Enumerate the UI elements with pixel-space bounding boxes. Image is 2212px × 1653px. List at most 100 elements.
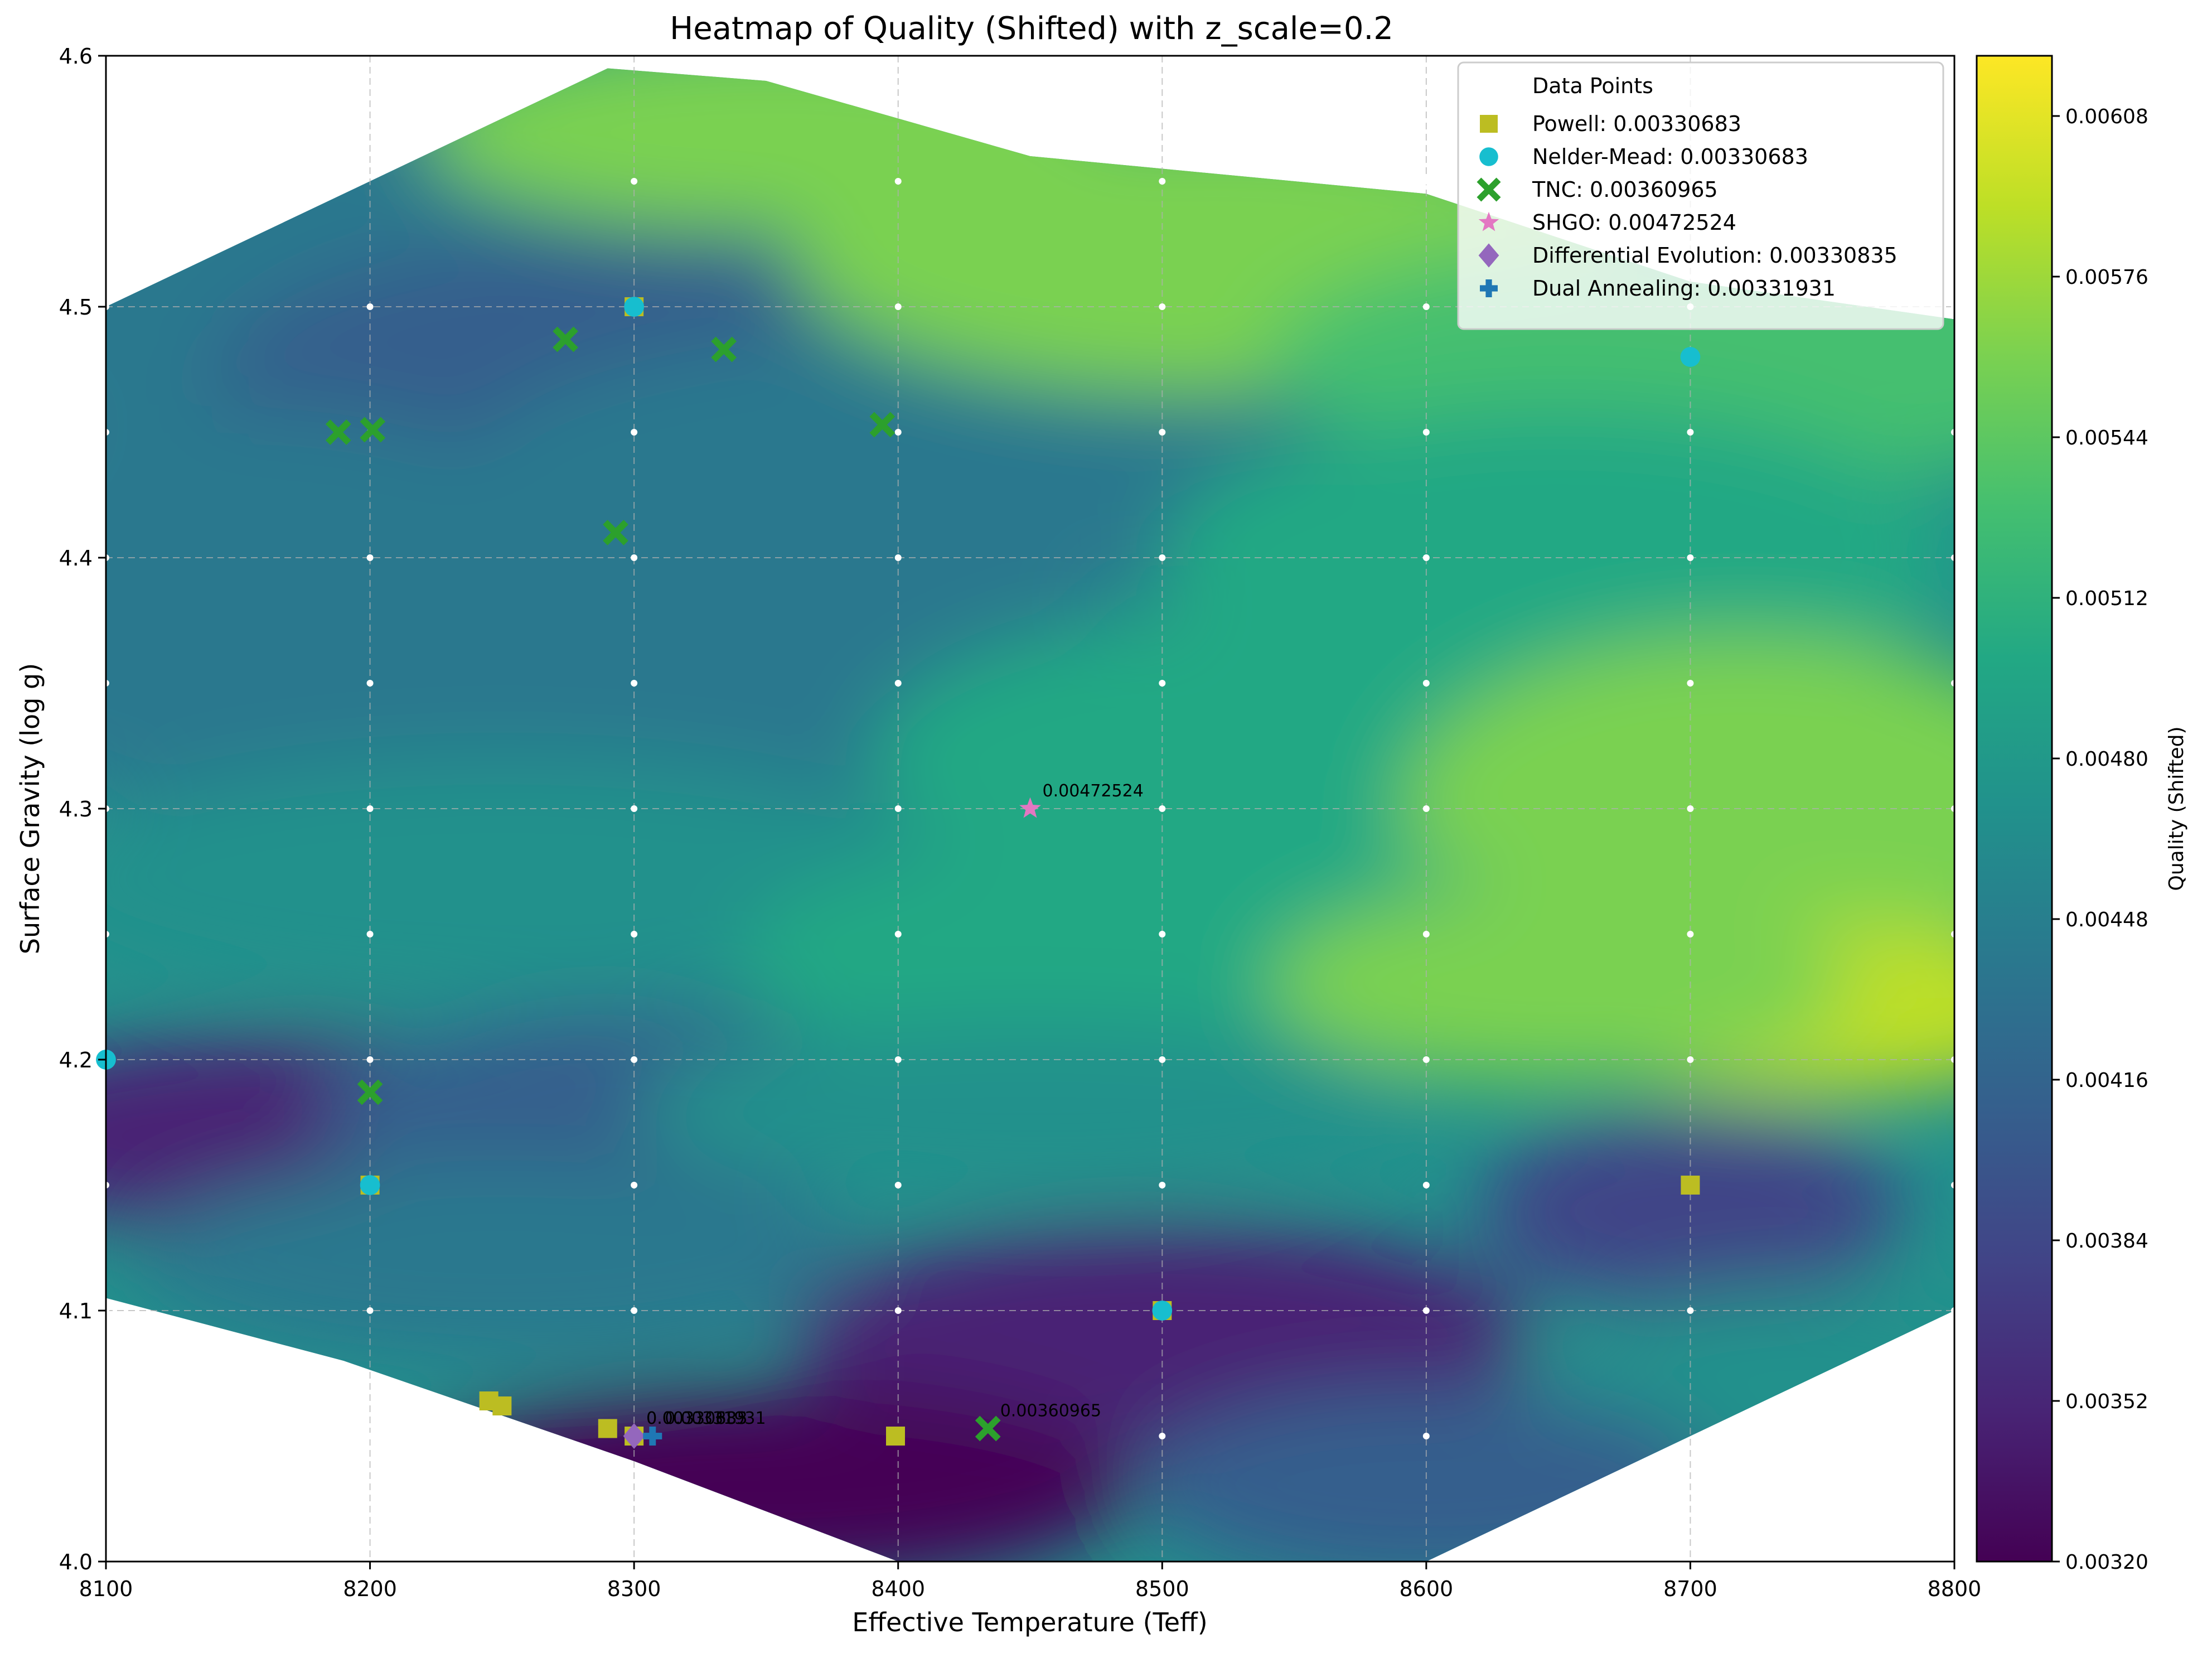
colorbar-tick-label: 0.00512 bbox=[2065, 587, 2148, 610]
annotation-label: 0.00360965 bbox=[1000, 1401, 1101, 1421]
sample-dot bbox=[1687, 805, 1694, 812]
sample-dot bbox=[631, 1056, 638, 1063]
colorbar-label: Quality (Shifted) bbox=[2165, 727, 2188, 891]
data-point bbox=[624, 297, 644, 317]
x-tick-label: 8200 bbox=[343, 1577, 397, 1601]
data-point bbox=[885, 1427, 905, 1446]
legend-entry-label: Nelder-Mead: 0.00330683 bbox=[1532, 144, 1808, 169]
y-tick-label: 4.6 bbox=[59, 44, 93, 69]
legend-title: Data Points bbox=[1532, 74, 1653, 98]
legend-marker bbox=[1477, 177, 1501, 202]
legend-marker bbox=[1478, 211, 1499, 231]
sample-dot bbox=[1687, 554, 1694, 561]
legend-marker bbox=[1478, 243, 1499, 268]
sample-dot bbox=[1687, 931, 1694, 937]
x-tick-label: 8500 bbox=[1135, 1577, 1189, 1601]
data-point-stroke bbox=[603, 520, 628, 545]
colorbar-tick-label: 0.00608 bbox=[2065, 105, 2148, 128]
colorbar-gradient bbox=[1976, 55, 2053, 1563]
legend-entry-label: Dual Annealing: 0.00331931 bbox=[1532, 276, 1836, 301]
data-point-stroke bbox=[553, 326, 578, 352]
colorbar: 0.00320 0.00352 0.00384 0.00416 0.00448 0.004… bbox=[1976, 55, 2188, 1574]
annotation-label: 0.00330835 bbox=[646, 1409, 747, 1428]
sample-dot bbox=[1159, 1182, 1166, 1188]
x-axis-label: Effective Temperature (Teff) bbox=[852, 1607, 1208, 1637]
heat-blob bbox=[106, 758, 977, 1009]
y-tick-label: 4.0 bbox=[59, 1550, 93, 1574]
sample-dot bbox=[1159, 680, 1166, 687]
heat-blob bbox=[1267, 884, 1849, 1085]
data-point bbox=[1152, 1301, 1173, 1321]
y-tick-label: 4.3 bbox=[59, 797, 93, 821]
sample-dot bbox=[1159, 429, 1166, 436]
sample-dot bbox=[1422, 680, 1430, 687]
sample-dot bbox=[366, 303, 374, 310]
x-tick-label: 8400 bbox=[871, 1577, 925, 1601]
data-point bbox=[623, 1423, 645, 1449]
data-point-bar bbox=[649, 1427, 656, 1446]
data-point bbox=[360, 1175, 380, 1195]
data-point-markers bbox=[96, 297, 1701, 1449]
legend: Data Points Powell: 0.00330683 Nelder-Mea… bbox=[1457, 61, 1944, 330]
data-point bbox=[603, 520, 628, 545]
data-point bbox=[357, 1079, 383, 1105]
sample-dot bbox=[894, 680, 902, 687]
sample-dot bbox=[1422, 178, 1430, 185]
sample-dot bbox=[1422, 1307, 1430, 1314]
sample-dot bbox=[1159, 303, 1166, 310]
sample-dot bbox=[1159, 931, 1166, 937]
data-point-stroke bbox=[975, 1415, 1001, 1442]
sample-dot bbox=[1687, 680, 1694, 687]
colorbar-tick-label: 0.00416 bbox=[2065, 1069, 2148, 1092]
data-point bbox=[643, 1427, 662, 1446]
colorbar-tick-label: 0.00480 bbox=[2065, 748, 2148, 771]
sample-dot bbox=[894, 931, 902, 937]
data-point bbox=[553, 326, 578, 352]
sample-dot bbox=[366, 554, 374, 561]
colorbar-tick-label: 0.00352 bbox=[2065, 1390, 2148, 1413]
point-annotations: 0.00472524 0.00360965 0.003306830.00330835… bbox=[646, 781, 1144, 1428]
sample-dot bbox=[1159, 1433, 1166, 1439]
sample-dot bbox=[894, 1182, 902, 1188]
sample-dot bbox=[366, 931, 374, 937]
data-point bbox=[1019, 797, 1041, 818]
data-point-stroke bbox=[360, 417, 386, 443]
sample-dot bbox=[894, 554, 902, 561]
sample-dot bbox=[1422, 1433, 1430, 1439]
x-tick-label: 8600 bbox=[1399, 1577, 1453, 1601]
sample-dot bbox=[631, 178, 638, 185]
colorbar-tick-label: 0.00544 bbox=[2065, 427, 2148, 450]
data-point bbox=[492, 1396, 512, 1415]
data-point-stroke bbox=[357, 1079, 383, 1105]
sample-dot bbox=[1422, 1182, 1430, 1188]
x-axis: 8100 8200 8300 8400 8500 8600 8700 8800 bbox=[79, 1562, 1981, 1601]
legend-box bbox=[1457, 61, 1944, 330]
sample-dot bbox=[894, 1307, 902, 1314]
legend-marker-stroke bbox=[1477, 177, 1501, 202]
x-tick-label: 8700 bbox=[1663, 1577, 1717, 1601]
legend-entry-label: Powell: 0.00330683 bbox=[1532, 112, 1741, 136]
sample-dot bbox=[1159, 178, 1166, 185]
sample-dot bbox=[1687, 429, 1694, 436]
data-point bbox=[975, 1415, 1001, 1442]
annotation-label: 0.00331931 bbox=[665, 1409, 766, 1428]
sample-dot bbox=[1687, 1056, 1694, 1063]
data-point bbox=[869, 412, 896, 438]
sample-dot bbox=[631, 680, 638, 687]
colorbar-tick-label: 0.00576 bbox=[2065, 266, 2148, 289]
legend-entry-label: SHGO: 0.00472524 bbox=[1532, 210, 1736, 235]
colorbar-tick-label: 0.00448 bbox=[2065, 908, 2148, 931]
sample-dot bbox=[894, 178, 902, 185]
sample-dot bbox=[631, 1182, 638, 1188]
sample-dot bbox=[894, 303, 902, 310]
sample-dot bbox=[366, 1056, 374, 1063]
data-point-stroke bbox=[325, 419, 351, 445]
colorbar-tick-label: 0.00384 bbox=[2065, 1230, 2148, 1253]
chart-title: Heatmap of Quality (Shifted) with z_scal… bbox=[670, 11, 1393, 47]
legend-marker bbox=[1480, 279, 1498, 297]
legend-entry-label: TNC: 0.00360965 bbox=[1532, 177, 1718, 202]
heat-blob bbox=[132, 1160, 872, 1361]
colorbar-tick-label: 0.00320 bbox=[2065, 1551, 2148, 1574]
sample-dot bbox=[1159, 805, 1166, 812]
